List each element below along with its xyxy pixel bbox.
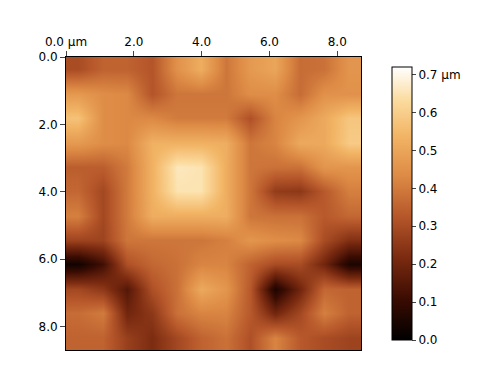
svg-text:8.0: 8.0 [328,35,347,49]
svg-text:0.6: 0.6 [418,106,437,120]
svg-text:0.3: 0.3 [418,219,437,233]
svg-text:0.1: 0.1 [418,295,437,309]
svg-text:0.0 µm: 0.0 µm [45,35,87,49]
svg-text:4.0: 4.0 [192,35,211,49]
svg-text:8.0: 8.0 [39,320,58,334]
svg-text:0.0: 0.0 [39,50,58,64]
svg-text:0.4: 0.4 [418,182,437,196]
svg-text:0.0: 0.0 [418,333,437,347]
svg-text:0.7 µm: 0.7 µm [418,68,460,82]
svg-text:6.0: 6.0 [260,35,279,49]
svg-text:6.0: 6.0 [39,252,58,266]
svg-text:0.2: 0.2 [418,257,437,271]
svg-text:0.5: 0.5 [418,144,437,158]
svg-text:2.0: 2.0 [39,118,58,132]
svg-text:4.0: 4.0 [39,185,58,199]
svg-text:2.0: 2.0 [124,35,143,49]
